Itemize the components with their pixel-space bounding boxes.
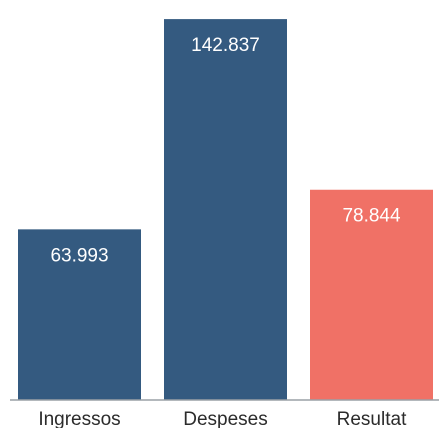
data-label-resultat: 78.844	[342, 206, 401, 227]
labels-layer: Ingressos Despeses Resultat	[38, 409, 407, 428]
bar-resultat	[310, 189, 433, 400]
data-label-ingressos: 63.993	[50, 245, 108, 266]
x-tick-label-despeses: Despeses	[183, 409, 268, 428]
bars-layer: 63.993 142.837 78.844	[18, 19, 433, 401]
data-label-despeses: 142.837	[191, 35, 260, 56]
bar-ingressos	[18, 229, 141, 400]
bar-despeses	[164, 19, 287, 401]
x-tick-label-ingressos: Ingressos	[38, 409, 120, 428]
x-tick-label-resultat: Resultat	[337, 409, 407, 428]
